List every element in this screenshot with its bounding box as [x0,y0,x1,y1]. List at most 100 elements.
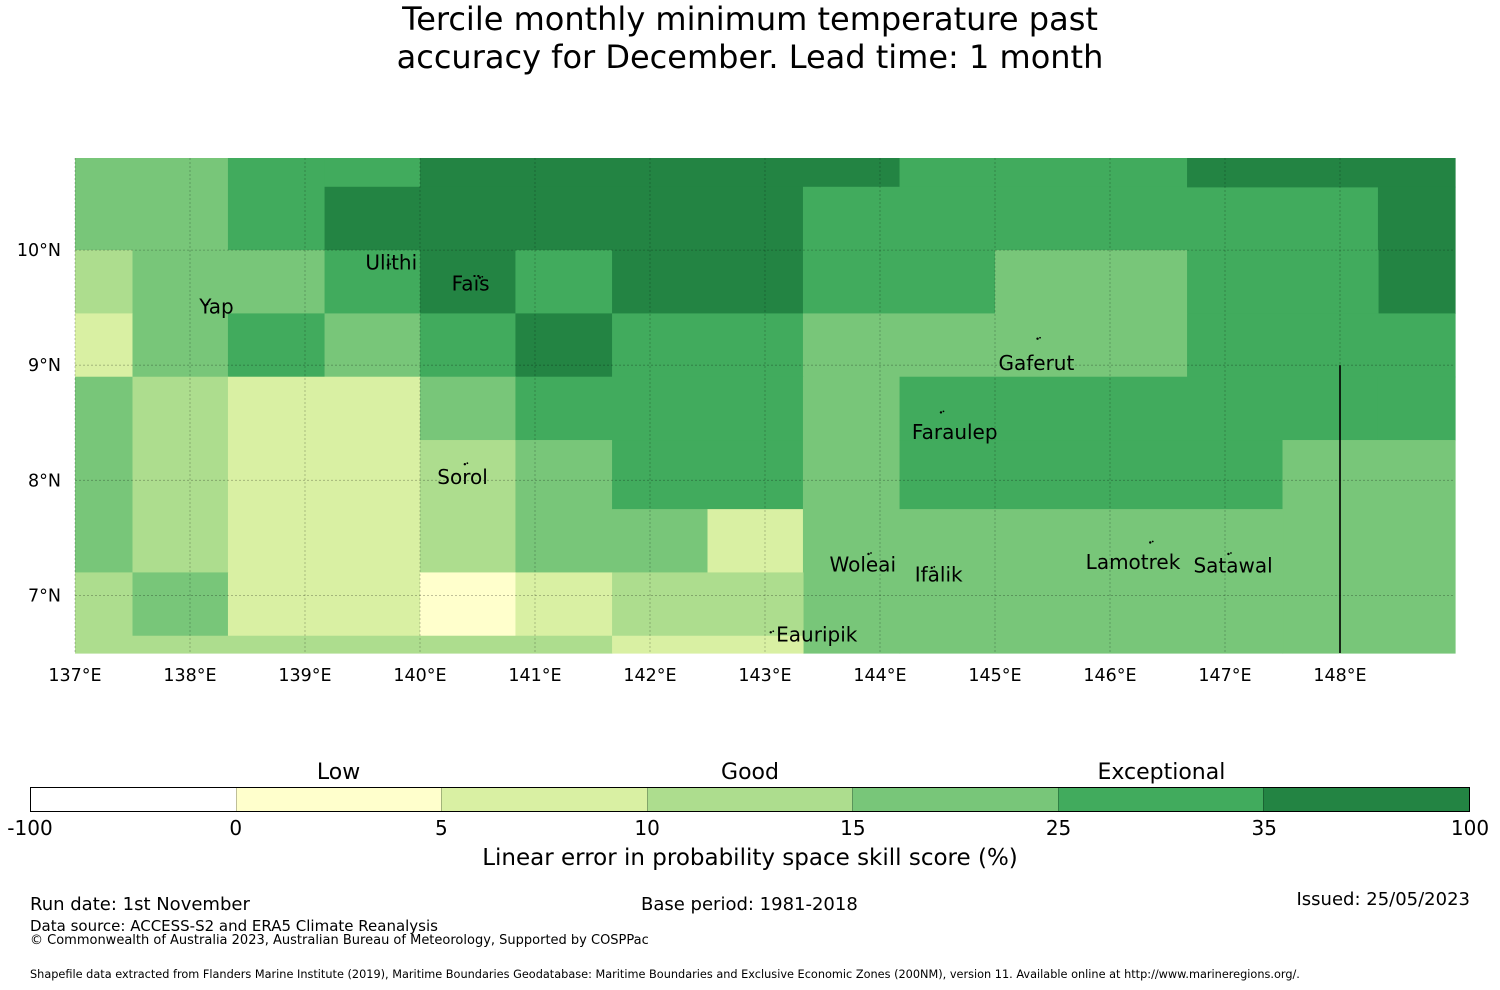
grid-cell [75,635,613,654]
lon-tick-label: 148°E [1313,666,1366,686]
colorbar-label: Linear error in probability space skill … [482,845,1018,871]
place-labels: Ulithi Faïs Yap Gaferut Faraulep Sorol Woleai I… [198,251,1272,647]
island-marker [1149,541,1152,544]
grid-cell [1282,440,1456,654]
grid-cell [420,250,517,315]
grid-cell [227,313,326,378]
grid-cell [324,250,421,315]
colorbar-category-low: Low [316,760,361,785]
islands [203,263,1232,634]
issued-date: Issued: 25/05/2023 [1296,889,1470,910]
lon-tick-label: 138°E [163,666,216,686]
lat-tick-label: 8°N [28,471,61,491]
place-label: Eauripik [776,622,858,646]
colorbar-tick-label: 0 [229,816,243,840]
island-gaferut [1036,336,1041,340]
grid-cell [612,635,804,654]
colorbar-segment [646,788,853,811]
title-line-2: accuracy for December. Lead time: 1 mont… [396,38,1104,76]
grid-cell [1187,313,1456,378]
place-label: Sorol [437,465,488,489]
grid-cell [420,158,901,188]
island-ifalik [930,565,936,570]
colorbar-tick-label: 35 [1251,816,1278,840]
place-label: Woleai [829,552,896,576]
grid-cell [1187,250,1379,315]
grid-cell [132,313,229,378]
place-label: Satawal [1193,553,1272,577]
place-label: Ulithi [365,251,417,275]
island-marker [769,631,772,634]
lon-tick-label: 146°E [1083,666,1136,686]
lon-tick-label: 137°E [48,666,101,686]
island-marker [870,552,872,554]
grid-cell [75,376,134,574]
lon-tick-label: 139°E [278,666,331,686]
place-label: Yap [198,294,233,318]
lon-tick-label: 140°E [393,666,446,686]
grid-cell [612,250,804,315]
island-marker [466,462,469,465]
island-ulithi [386,263,392,267]
island-eauripik [769,630,775,634]
island-marker [1151,540,1154,543]
grid-cell [324,186,421,251]
lat-tick-label: 10°N [17,241,61,261]
island-faraulep [939,410,945,414]
grid-cell [612,509,709,574]
grid-cell [75,158,229,251]
grid-cell [227,376,421,574]
lat-tick-label: 9°N [28,356,61,376]
grid-cell [132,250,326,315]
grid-cell [802,313,1188,378]
island-fais [478,275,484,279]
grid-cell [227,158,326,251]
place-label: Gaferut [998,351,1074,375]
shapefile-credit: Shapefile data extracted from Flanders M… [30,968,1300,981]
grid-cell [420,376,517,441]
grid-cell [324,158,421,188]
island-marker [1036,337,1039,340]
colorbar-category-exceptional: Exceptional [1097,760,1226,785]
lon-tick-label: 142°E [623,666,676,686]
grid-cell [612,313,804,378]
colorbar [30,787,1470,812]
grid-cell [1377,376,1456,441]
island-satawal [1227,552,1232,556]
colorbar-segment [235,788,442,811]
colorbar-tick-label: 100 [1450,816,1490,840]
grid-cell [1377,186,1456,315]
lon-tick-label: 143°E [738,666,791,686]
skill-score-grid [75,158,1456,654]
grid-cell [995,250,1188,315]
island-marker [478,276,481,279]
grid-cell [802,376,901,654]
grid-cell [420,186,804,251]
place-label: Ifalik [915,563,963,587]
grid-cell [899,440,1284,510]
island-woleai [867,552,872,556]
grid-cell [420,313,517,378]
grid-cell [227,572,421,637]
grid-cell [515,440,613,574]
grid-cell [515,572,613,637]
grid-cell [899,509,1284,654]
grid-cell [420,572,517,637]
grid-cell [132,572,229,637]
island-marker [867,552,870,556]
grid-cell [612,440,804,510]
grid-cell [75,572,134,637]
lat-tick-label: 7°N [28,586,61,606]
island-marker [939,411,943,414]
colorbar-tick-label: -100 [7,816,53,840]
copyright: © Commonwealth of Australia 2023, Austra… [30,933,649,948]
island-marker [1230,552,1232,554]
island-lamotrek [1149,540,1154,544]
grid-cell [1187,158,1456,188]
island-marker [386,263,389,267]
map-panel: Ulithi Faïs Yap Gaferut Faraulep Sorol Woleai I… [17,158,1456,686]
axis-ticks: 137°E 138°E 139°E 140°E 141°E 142°E 143°E 144°E… [17,241,1367,686]
base-period: Base period: 1981-2018 [641,894,858,915]
lon-tick-label: 145°E [968,666,1021,686]
title-line-1: Tercile monthly minimum temperature past [402,0,1098,38]
